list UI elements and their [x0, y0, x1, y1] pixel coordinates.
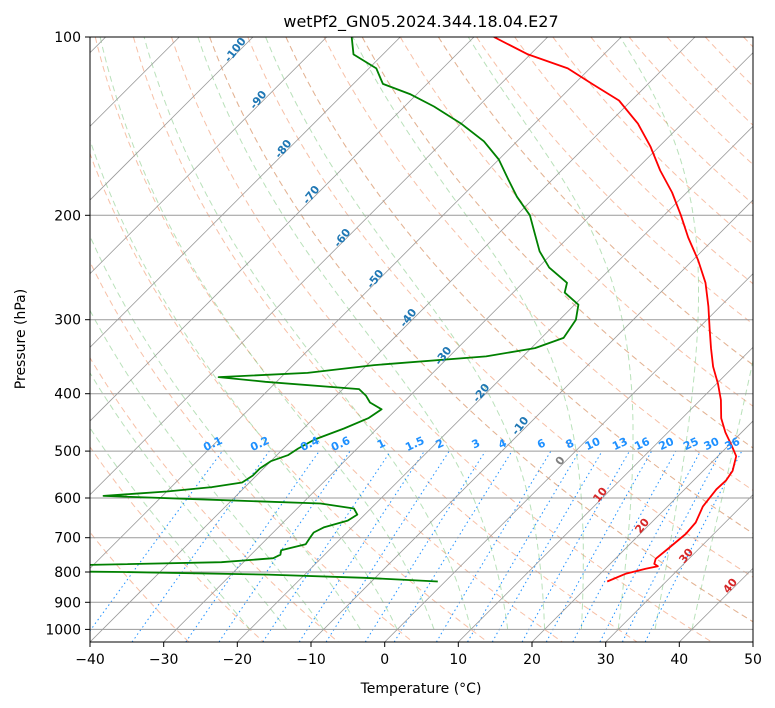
grid-lines: [90, 37, 753, 642]
dry-adiabat-line: [437, 37, 753, 366]
mixing-ratio-label: 13: [610, 435, 629, 453]
x-tick-label: 40: [670, 652, 688, 668]
mixing-ratio-label: 20: [657, 435, 677, 453]
x-axis-label: Temperature (°C): [360, 681, 482, 697]
x-tick-label: 50: [744, 652, 762, 668]
isotherm-line: [163, 52, 753, 642]
moist-adiabat-line: [99, 37, 435, 630]
mixing-ratio-line: [185, 450, 320, 642]
isotherm-line: [237, 125, 753, 642]
dry-adiabat-line: [399, 37, 753, 407]
dry-adiabat-line: [94, 37, 563, 642]
mixing-ratio-label: 36: [723, 435, 743, 453]
x-tick-label: 0: [380, 652, 389, 668]
mixing-ratio-label: 16: [632, 435, 652, 453]
isotherm-line: [531, 420, 753, 642]
moist-adiabat-line: [90, 371, 288, 630]
mixing-ratio-label: 25: [681, 435, 700, 453]
y-tick-label: 100: [54, 30, 81, 46]
moist-adiabat-line: [143, 37, 472, 630]
isotherm-line: [90, 37, 475, 422]
moist-adiabat-line: [90, 427, 251, 630]
mixing-ratio-label: 30: [702, 435, 722, 453]
sounding-profiles: [90, 37, 738, 583]
dry-adiabat-line: [437, 37, 753, 366]
chart-title: wetPf2_GN05.2024.344.18.04.E27: [283, 12, 558, 32]
isotherm-line: [90, 37, 696, 642]
mixing-ratio-line: [262, 450, 392, 642]
x-tick-label: −20: [223, 652, 253, 668]
dry-adiabat-line: [285, 37, 753, 535]
y-tick-label: 1000: [45, 622, 81, 638]
moist-adiabat-line: [197, 37, 509, 630]
x-tick-label: 30: [597, 652, 615, 668]
mixing-ratio-line: [572, 450, 677, 642]
y-tick-label: 500: [54, 444, 81, 460]
y-tick-label: 300: [54, 313, 81, 329]
y-tick-label: 200: [54, 208, 81, 224]
y-axis-ticks: 100 200 300 400 500 600 700 800 900 1000: [45, 30, 90, 638]
mixing-ratio-line: [435, 450, 552, 642]
y-tick-label: 800: [54, 565, 81, 581]
dry-adiabat-line: [90, 260, 414, 642]
dry-adiabat-line: [171, 37, 712, 642]
plot-frame: [89, 36, 754, 643]
y-tick-label: 900: [54, 595, 81, 611]
x-tick-label: −30: [149, 652, 179, 668]
x-tick-label: −10: [296, 652, 326, 668]
dry-adiabat-line: [552, 37, 753, 245]
mixing-ratio-line: [364, 450, 486, 642]
dry-adiabat-line: [90, 356, 339, 642]
mixing-ratio-line: [218, 450, 351, 642]
moist-adiabat-line: [691, 358, 753, 630]
moist-adiabat-line: [619, 37, 699, 630]
mixing-ratio-line: [298, 450, 425, 642]
background-reference-lines: [90, 37, 753, 642]
moist-adiabat-line: [90, 235, 361, 630]
moist-adiabat-line: [352, 37, 584, 630]
moist-adiabat-line: [90, 309, 325, 630]
isotherm-line: [310, 199, 753, 642]
x-axis-ticks: −40 −30 −20 −10 0 10 20 30 40 50: [75, 642, 762, 668]
isotherm-line: [90, 37, 254, 201]
mixing-ratio-line: [325, 450, 450, 642]
dry-adiabat-line: [285, 37, 753, 535]
isotherm-line: [384, 273, 753, 642]
temperature-line: [493, 37, 738, 583]
isotherm-line: [90, 37, 548, 496]
x-tick-label: −40: [75, 652, 105, 668]
isotherm-line: [90, 37, 401, 348]
moist-adiabat-line: [467, 37, 634, 630]
dry-adiabat-line: [209, 37, 753, 623]
y-tick-label: 600: [54, 491, 81, 507]
isotherm-line: [605, 494, 753, 642]
isotherm-line: [90, 37, 622, 569]
x-tick-label: 10: [449, 652, 467, 668]
dry-adiabat-line: [90, 446, 264, 642]
y-axis-label: Pressure (hPa): [13, 289, 29, 389]
dry-adiabat-line: [132, 37, 638, 642]
mixing-ratio-line: [467, 450, 580, 642]
mixing-ratio-label: 10: [583, 435, 603, 453]
y-tick-label: 400: [54, 387, 81, 403]
moist-adiabat-line: [90, 138, 398, 630]
y-tick-label: 700: [54, 531, 81, 547]
moist-adiabat-line: [265, 37, 546, 630]
mixing-ratio-line: [599, 450, 701, 642]
x-tick-label: 20: [523, 652, 541, 668]
dry-adiabat-line: [247, 37, 753, 578]
isotherm-line: [90, 37, 327, 275]
dry-adiabat-line: [590, 37, 753, 205]
dry-adiabat-line: [90, 152, 488, 642]
dewpoint-line: [90, 37, 580, 583]
dry-adiabat-line: [209, 37, 753, 623]
isotherm-line: [458, 346, 753, 642]
